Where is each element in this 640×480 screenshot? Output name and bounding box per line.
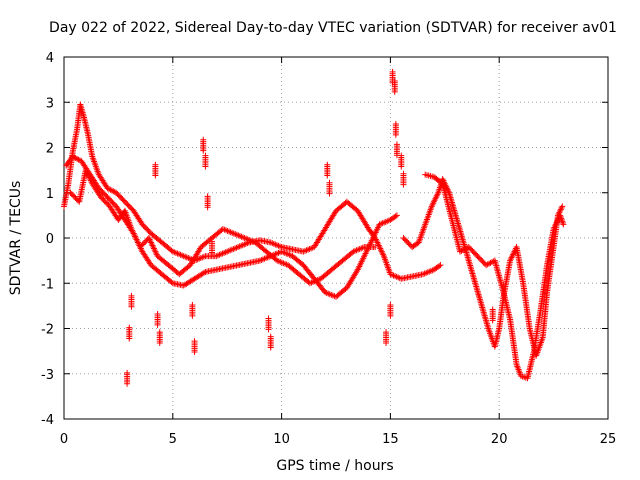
data-points xyxy=(61,68,567,387)
data-point-vertical-bursts xyxy=(189,301,196,308)
data-point-vertical-bursts xyxy=(200,136,207,143)
y-tick-label: 0 xyxy=(46,232,54,247)
data-point-trace-b xyxy=(393,212,400,219)
data-point-vertical-bursts xyxy=(400,170,407,177)
data-point-vertical-bursts xyxy=(202,152,209,159)
x-tick-label: 0 xyxy=(60,432,68,447)
data-point-vertical-bursts xyxy=(387,301,394,308)
x-tick-label: 25 xyxy=(600,432,617,447)
y-tick-label: 3 xyxy=(46,96,54,111)
y-tick-label: -2 xyxy=(41,323,54,338)
data-point-trace-b xyxy=(392,213,399,220)
data-point-vertical-bursts xyxy=(126,324,133,331)
x-tick-label: 5 xyxy=(169,432,177,447)
data-point-vertical-bursts xyxy=(398,152,405,159)
x-tick-label: 10 xyxy=(273,432,290,447)
x-tick-label: 15 xyxy=(382,432,399,447)
x-tick-label: 20 xyxy=(491,432,508,447)
y-tick-label: 4 xyxy=(46,51,54,66)
data-point-trace-c xyxy=(372,244,379,251)
y-axis-label: SDTVAR / TECUs xyxy=(8,181,24,296)
data-point-vertical-bursts xyxy=(154,311,161,318)
data-point-vertical-bursts xyxy=(267,333,274,340)
x-axis-label: GPS time / hours xyxy=(276,458,393,474)
data-point-vertical-bursts xyxy=(204,193,211,200)
data-point-vertical-bursts xyxy=(393,141,400,148)
data-point-trace-b xyxy=(201,269,208,276)
data-point-vertical-bursts xyxy=(389,68,396,75)
data-point-trace-a xyxy=(436,263,443,270)
data-point-vertical-bursts xyxy=(191,338,198,345)
chart-title: Day 022 of 2022, Sidereal Day-to-day VTE… xyxy=(49,20,617,36)
data-point-vertical-bursts xyxy=(489,306,496,313)
data-point-vertical-bursts xyxy=(324,161,331,168)
data-point-vertical-bursts xyxy=(124,369,131,376)
data-point-trace-e xyxy=(464,244,471,251)
y-tick-label: 2 xyxy=(46,142,54,157)
data-point-vertical-bursts xyxy=(208,238,215,245)
data-point-trace-e xyxy=(560,221,567,228)
data-point-vertical-bursts xyxy=(383,329,390,336)
data-point-vertical-bursts xyxy=(265,315,272,322)
axis-ticks: 0 5 10 15 20 25 -4 -3 -2 -1 0 1 2 3 4 xyxy=(41,51,616,447)
y-tick-label: -4 xyxy=(41,413,54,428)
grid-lines xyxy=(64,57,608,419)
data-point-vertical-bursts xyxy=(391,77,398,84)
data-point-trace-d xyxy=(559,203,566,210)
y-tick-label: -1 xyxy=(41,277,54,292)
data-point-vertical-bursts xyxy=(156,329,163,336)
data-point-vertical-bursts xyxy=(392,120,399,127)
data-point-trace-a xyxy=(437,262,444,269)
y-tick-label: -3 xyxy=(41,368,54,383)
data-point-vertical-bursts xyxy=(152,161,159,168)
y-tick-label: 1 xyxy=(46,187,54,202)
data-point-vertical-bursts xyxy=(128,292,135,299)
data-point-vertical-bursts xyxy=(326,179,333,186)
data-point-trace-b xyxy=(168,279,175,286)
